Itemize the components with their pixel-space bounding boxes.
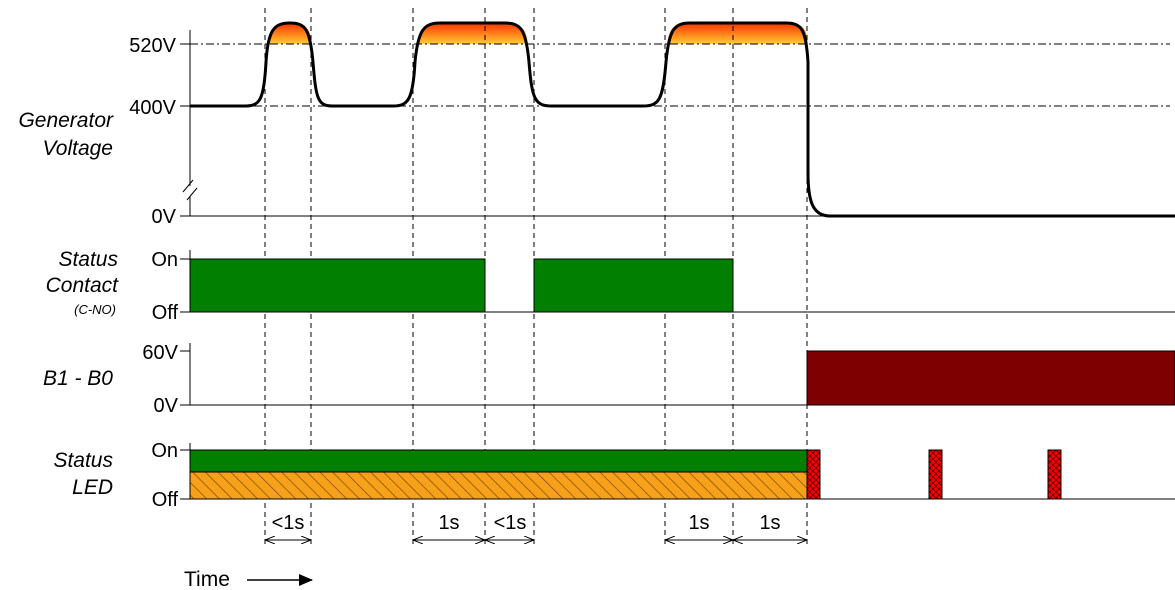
duration-label-2: 1s <box>438 512 459 534</box>
peak-fill-2 <box>417 23 528 44</box>
led-label-line1: Status <box>53 449 113 472</box>
tick-520v: 520V <box>129 35 176 57</box>
generator-voltage-waveform <box>190 21 1175 218</box>
contact-label-line2: Contact <box>46 274 120 297</box>
contact-on-segment-1 <box>189 258 486 313</box>
double-slash-break-icon <box>182 179 198 201</box>
generator-label-line2: Voltage <box>43 137 113 160</box>
duration-label-1: <1s <box>272 512 305 534</box>
duration-label-4: 1s <box>688 512 709 534</box>
generator-axis <box>180 30 1175 217</box>
tick-0v: 0V <box>152 206 177 228</box>
led-blink-2 <box>928 449 943 500</box>
led-orange-hatched-segment <box>189 471 808 500</box>
reference-lines <box>190 43 1170 107</box>
duration-label-5: 1s <box>759 512 780 534</box>
peak-fill-1 <box>268 23 312 44</box>
contact-tick-off: Off <box>152 302 179 324</box>
contact-label-line3: (C-NO) <box>74 302 116 317</box>
b1b0-label: B1 - B0 <box>43 367 113 390</box>
contact-label-line1: Status <box>58 248 118 271</box>
led-label-line2: LED <box>72 476 113 499</box>
time-label: Time <box>184 568 230 590</box>
tick-400v: 400V <box>129 97 176 119</box>
contact-on-segment-2 <box>533 258 734 313</box>
led-tick-off: Off <box>152 489 179 511</box>
led-green-segment <box>189 449 808 473</box>
peak-fill-3 <box>667 23 808 44</box>
contact-tick-on: On <box>151 249 178 271</box>
overvoltage-peak-fills <box>268 23 808 44</box>
led-blink-1 <box>806 449 821 500</box>
b1b0-60v-segment <box>806 350 1175 406</box>
duration-label-3: <1s <box>494 512 527 534</box>
led-tick-on: On <box>151 440 178 462</box>
led-blink-3 <box>1047 449 1062 500</box>
b1b0-tick-0v: 0V <box>154 395 179 417</box>
b1b0-tick-60v: 60V <box>142 342 178 364</box>
generator-label-line1: Generator <box>18 109 114 132</box>
